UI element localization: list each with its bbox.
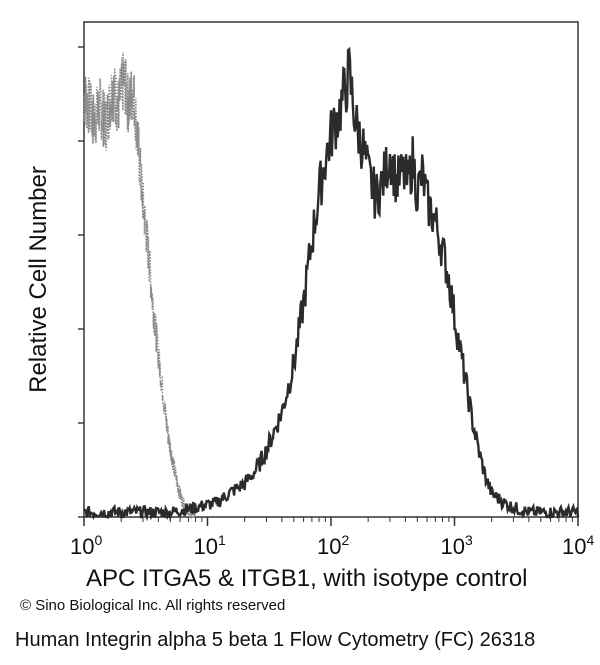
x-axis-ticks bbox=[83, 517, 579, 526]
x-tick-label: 102 bbox=[317, 532, 349, 559]
x-axis-title: APC ITGA5 & ITGB1, with isotype control bbox=[86, 565, 528, 592]
itga5-itgb1-histogram bbox=[83, 46, 580, 522]
x-tick-label: 104 bbox=[562, 532, 594, 559]
x-tick-label: 100 bbox=[70, 532, 102, 559]
y-axis-title: Relative Cell Number bbox=[25, 166, 52, 393]
isotype-control-histogram bbox=[83, 52, 197, 520]
x-tick-label: 103 bbox=[441, 532, 473, 559]
x-tick-label: 101 bbox=[194, 532, 226, 559]
figure-caption: Human Integrin alpha 5 beta 1 Flow Cytom… bbox=[15, 629, 536, 651]
x-axis-tick-labels: 100 101 102 103 104 bbox=[70, 532, 594, 559]
copyright-notice: © Sino Biological Inc. All rights reserv… bbox=[20, 597, 286, 614]
plot-frame bbox=[83, 21, 579, 518]
y-axis-ticks bbox=[78, 46, 84, 518]
